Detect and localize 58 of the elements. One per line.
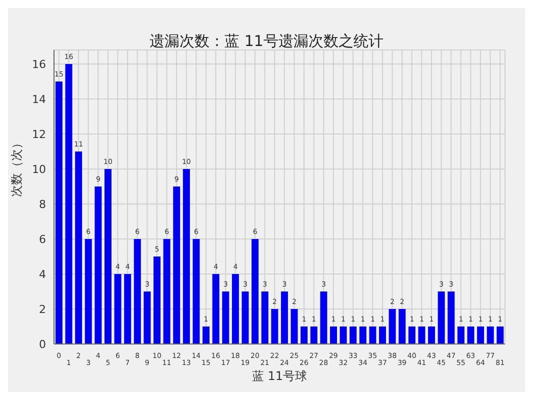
bar xyxy=(271,309,278,344)
bar xyxy=(75,152,82,344)
bar xyxy=(192,239,200,344)
bar xyxy=(280,292,288,344)
bar xyxy=(310,326,318,344)
bar xyxy=(477,326,484,344)
bar xyxy=(486,326,494,344)
bar xyxy=(359,326,366,344)
x-axis-title: 蓝 11号球 xyxy=(252,369,308,383)
bar xyxy=(144,292,151,344)
bar xyxy=(154,256,161,344)
bar xyxy=(55,82,62,344)
y-tick-label: 12 xyxy=(32,128,46,141)
bar xyxy=(173,186,180,344)
bar xyxy=(388,309,396,344)
bar xyxy=(124,274,132,344)
bar xyxy=(222,292,230,344)
bar xyxy=(261,292,268,344)
bar xyxy=(320,292,328,344)
y-tick-label: 6 xyxy=(39,232,46,246)
bar xyxy=(350,326,357,344)
bar xyxy=(242,292,249,344)
bar xyxy=(340,326,347,344)
y-tick-label: 0 xyxy=(39,338,46,351)
bar xyxy=(467,326,474,344)
y-tick-label: 16 xyxy=(32,58,46,71)
bar xyxy=(163,239,170,344)
bar xyxy=(252,239,259,344)
y-tick-label: 8 xyxy=(39,198,46,211)
bar xyxy=(212,274,220,344)
bar xyxy=(134,239,141,344)
bar xyxy=(457,326,464,344)
bar xyxy=(84,239,92,344)
bar xyxy=(114,274,122,344)
bar xyxy=(182,169,190,344)
bar xyxy=(202,326,210,344)
chart-title: 遗漏次数：蓝 11号遗漏次数之统计 xyxy=(148,32,384,51)
bar xyxy=(232,274,239,344)
bar xyxy=(330,326,337,344)
y-tick-label: 2 xyxy=(39,302,46,316)
bar xyxy=(398,309,406,344)
bar xyxy=(379,326,386,344)
bar xyxy=(300,326,308,344)
bar xyxy=(448,292,455,344)
bar xyxy=(438,292,445,344)
bar xyxy=(290,309,298,344)
y-tick-label: 4 xyxy=(39,268,46,281)
y-tick-label: 10 xyxy=(32,162,46,176)
bar xyxy=(496,326,504,344)
bar xyxy=(369,326,376,344)
bar xyxy=(65,64,72,344)
bar xyxy=(94,186,102,344)
y-axis-title: 次数（次） xyxy=(9,137,24,197)
bar xyxy=(428,326,436,344)
bar xyxy=(104,169,112,344)
y-tick-label: 14 xyxy=(32,92,46,106)
bar xyxy=(408,326,416,344)
bar xyxy=(418,326,426,344)
